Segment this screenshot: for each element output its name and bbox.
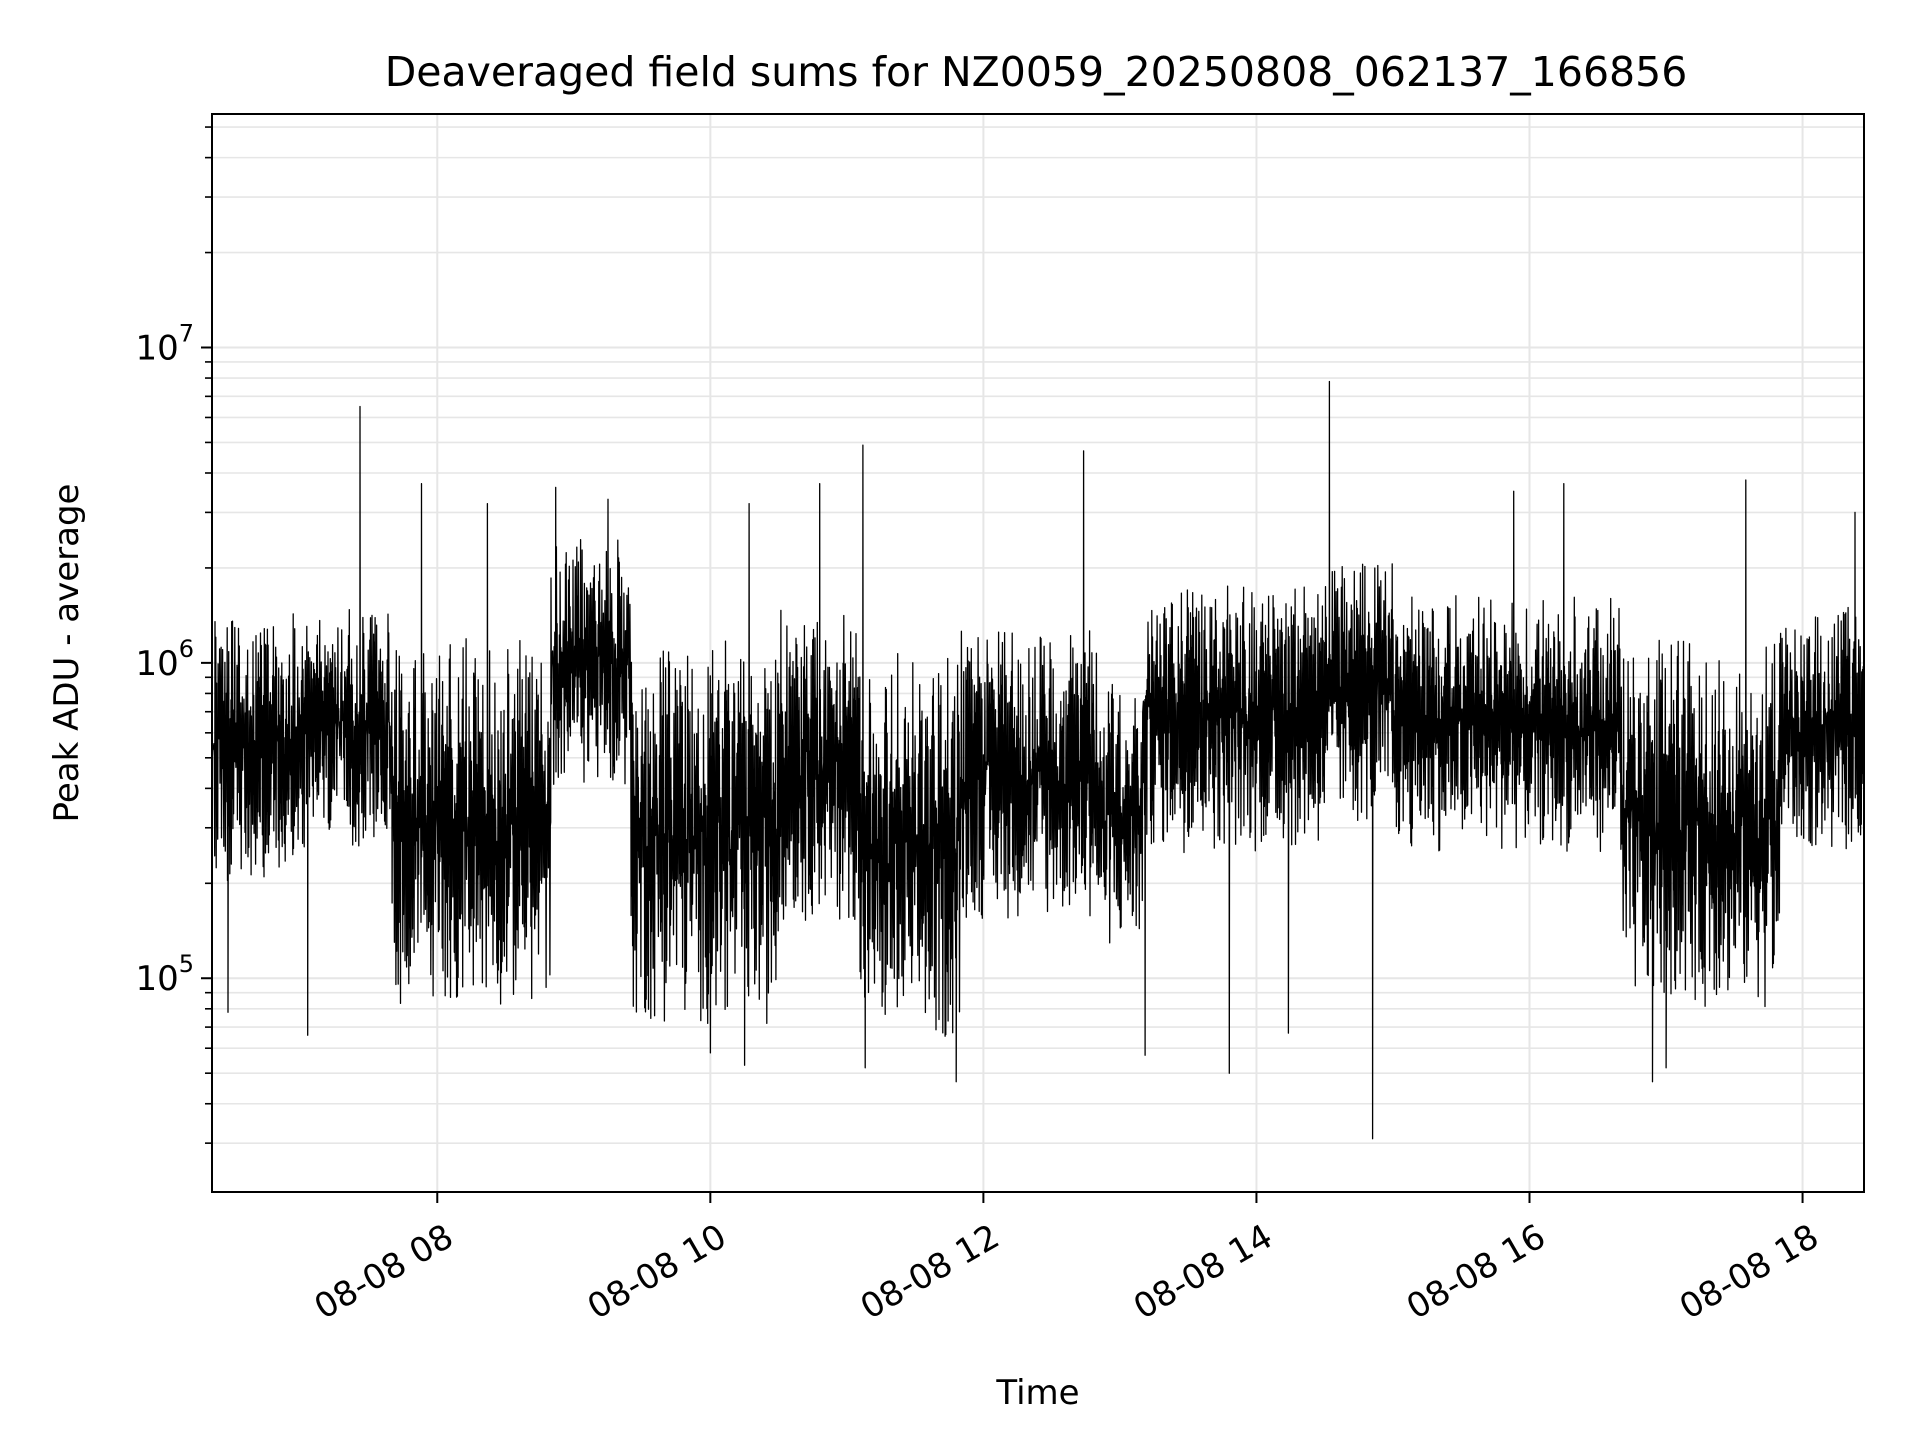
plot-frame [211, 113, 1865, 1193]
chart-title: Deaveraged field sums for NZ0059_2025080… [385, 48, 1688, 96]
y-tick-label: 105 [135, 950, 194, 999]
y-axis: 105 106 107 [135, 126, 212, 1144]
series-line [211, 380, 1865, 1140]
y-axis-label: Peak ADU - average [47, 484, 87, 823]
x-axis-label: Time [995, 1373, 1079, 1413]
y-tick-label: 106 [135, 635, 194, 684]
y-tick-label: 107 [135, 319, 194, 368]
series-path [211, 380, 1865, 1140]
